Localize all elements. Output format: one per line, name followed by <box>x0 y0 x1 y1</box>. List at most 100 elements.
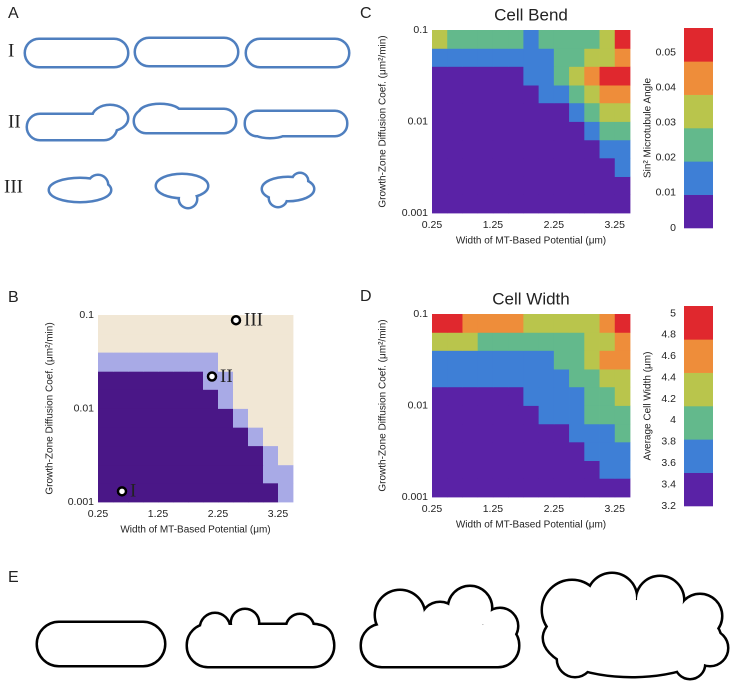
heatmap-cell <box>432 157 448 177</box>
heatmap-cell <box>508 332 524 351</box>
heatmap-cell <box>173 464 189 484</box>
heatmap-cell <box>477 386 494 406</box>
colorbar-tick-label: 0.01 <box>656 187 677 199</box>
heatmap-cell <box>477 102 494 122</box>
heatmap-cell <box>492 85 509 104</box>
heatmap-cell <box>538 157 555 177</box>
heatmap-cell <box>584 139 600 159</box>
heatmap-cell <box>173 371 189 390</box>
heatmap-cell <box>538 194 555 214</box>
heatmap-cell <box>508 478 524 498</box>
heatmap-cell <box>477 314 494 333</box>
heatmap-cell <box>263 464 279 484</box>
heatmap-cell <box>98 315 114 335</box>
heatmap-cell <box>553 176 570 195</box>
heatmap-cell <box>477 460 494 479</box>
heatmap-cell <box>538 423 555 443</box>
heatmap-cell <box>538 121 555 141</box>
heatmap-cell <box>569 85 585 104</box>
heatmap-cell <box>599 48 616 67</box>
heatmap-cell <box>508 102 524 122</box>
heatmap-cell <box>218 333 234 353</box>
heatmap-cell <box>233 333 249 353</box>
heatmap-cell <box>614 350 631 370</box>
heatmap-cell <box>188 352 204 372</box>
heatmap-cell <box>462 441 479 461</box>
heatmap-cell <box>432 30 448 49</box>
colorbar-segment <box>684 28 713 62</box>
heatmap-cell <box>584 350 600 370</box>
heatmap-cell <box>584 194 600 214</box>
heatmap-cell <box>462 369 479 388</box>
heatmap-cell <box>128 352 144 372</box>
heatmap-cell <box>523 66 540 86</box>
heatmap-cell <box>614 441 631 461</box>
heatmap-cell <box>447 350 463 370</box>
heatmap-cell <box>128 445 144 466</box>
heatmap-cell <box>614 369 631 388</box>
heatmap-cell <box>477 157 494 177</box>
heatmap-cell <box>278 464 294 484</box>
heatmap-cell <box>584 48 600 67</box>
heatmap-cell <box>492 460 509 479</box>
heatmap-cell <box>569 48 585 67</box>
heatmap-cell <box>553 48 570 67</box>
annotation-point <box>206 371 218 382</box>
heatmap-cell <box>278 445 294 466</box>
heatmap-cell <box>462 85 479 104</box>
colorbar-segment <box>684 194 713 229</box>
heatmap-cell <box>492 102 509 122</box>
x-tick-label: 2.25 <box>208 508 229 520</box>
heatmap-cell <box>218 315 234 335</box>
heatmap-cell <box>569 30 585 49</box>
heatmap-cell <box>128 389 144 409</box>
heatmap-cell <box>203 315 219 335</box>
colorbar-tick-label: 3.6 <box>661 457 676 469</box>
heatmap-cell <box>523 478 540 498</box>
panel-label: A <box>8 5 19 22</box>
heatmap-cell <box>523 139 540 159</box>
heatmap-cell <box>523 386 540 406</box>
heatmap-cell <box>492 386 509 406</box>
heatmap-cell <box>218 408 234 428</box>
colorbar-tick-label: 4.4 <box>661 371 676 383</box>
heatmap-cell <box>432 102 448 122</box>
heatmap-cell <box>508 460 524 479</box>
heatmap-cell <box>173 352 189 372</box>
heatmap-cell <box>553 194 570 214</box>
heatmap-cell <box>584 460 600 479</box>
heatmap-cell <box>113 315 129 335</box>
heatmap-cell <box>188 427 204 447</box>
heatmap-cell <box>553 121 570 141</box>
x-tick-label: 3.25 <box>605 503 626 515</box>
x-tick-label: 1.25 <box>148 508 169 520</box>
heatmap-cell <box>614 30 631 49</box>
heatmap-cell <box>248 482 264 503</box>
heatmap-cell <box>98 408 114 428</box>
heatmap-cell <box>599 30 616 49</box>
colorbar-segment <box>684 372 713 407</box>
colorbar-segment <box>684 339 713 373</box>
chart-title: Cell Width <box>492 289 569 308</box>
heatmap-cell <box>462 350 479 370</box>
heatmap-cell <box>614 194 631 214</box>
colorbar-segment <box>684 439 713 473</box>
colorbar-tick-label: 0.05 <box>656 46 677 58</box>
colorbar-tick-label: 0.02 <box>656 152 677 164</box>
heatmap-cell <box>492 332 509 351</box>
row-label: III <box>4 176 23 197</box>
heatmap-cell <box>599 66 616 86</box>
heatmap-cell <box>553 441 570 461</box>
heatmap-cell <box>599 369 616 388</box>
heatmap-cell <box>263 333 279 353</box>
heatmap-cell <box>233 408 249 428</box>
panel-label: C <box>360 5 372 22</box>
heatmap-cell <box>173 482 189 503</box>
heatmap-cell <box>538 369 555 388</box>
heatmap-cell <box>553 423 570 443</box>
heatmap-cell <box>113 389 129 409</box>
heatmap-cell <box>569 423 585 443</box>
heatmap-cell <box>599 176 616 195</box>
heatmap-cell <box>477 332 494 351</box>
heatmap-cell <box>508 85 524 104</box>
